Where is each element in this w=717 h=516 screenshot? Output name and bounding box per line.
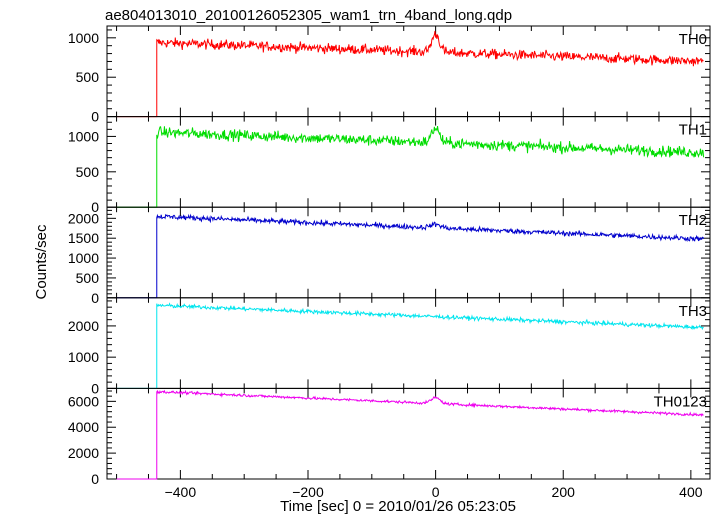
y-tick-label: 0 — [91, 199, 99, 215]
y-axis-label: Counts/sec — [33, 224, 50, 300]
x-tick-label: 400 — [679, 484, 703, 500]
series-line-th2 — [116, 213, 705, 299]
y-tick-label: 500 — [76, 69, 100, 85]
y-tick-label: 6000 — [68, 393, 99, 409]
chart-title: ae804013010_20100126052305_wam1_trn_4ban… — [105, 7, 512, 24]
panel-label-th3: TH3 — [679, 303, 707, 320]
panel-label-th0: TH0 — [679, 31, 707, 48]
panel-frame-th2 — [106, 206, 711, 299]
series-line-th0123 — [116, 389, 704, 480]
panel-frame-th0 — [106, 25, 711, 118]
y-tick-label: 2000 — [68, 210, 99, 226]
y-tick-label: 500 — [76, 164, 100, 180]
y-tick-label: 1000 — [68, 250, 99, 266]
panel-label-th0123: TH0123 — [654, 393, 707, 410]
panel-frame-th0123 — [106, 387, 711, 480]
series-line-th3 — [116, 302, 704, 389]
series-line-th0 — [116, 30, 704, 118]
x-axis-label: Time [sec] 0 = 2010/01/26 05:23:05 — [280, 498, 516, 515]
y-tick-label: 2000 — [68, 445, 99, 461]
y-tick-label: 500 — [76, 270, 100, 286]
y-tick-label: 1000 — [68, 128, 99, 144]
y-tick-label: 0 — [91, 471, 99, 487]
panel-frame-th3 — [106, 297, 711, 389]
y-tick-label: 1000 — [68, 30, 99, 46]
y-tick-label: 0 — [91, 380, 99, 396]
x-tick-label: 200 — [552, 484, 576, 500]
series-line-th1 — [116, 126, 705, 208]
x-tick-label: 0 — [432, 484, 440, 500]
y-tick-label: 1000 — [68, 349, 99, 365]
x-tick-label: −200 — [292, 484, 324, 500]
panel-frame-th1 — [106, 116, 711, 208]
panel-label-th1: TH1 — [679, 122, 707, 139]
y-tick-label: 2000 — [68, 318, 99, 334]
panel-label-th2: TH2 — [679, 212, 707, 229]
y-tick-label: 4000 — [68, 419, 99, 435]
y-tick-label: 1500 — [68, 230, 99, 246]
x-tick-label: −400 — [165, 484, 197, 500]
y-tick-label: 0 — [91, 290, 99, 306]
y-tick-label: 0 — [91, 109, 99, 125]
